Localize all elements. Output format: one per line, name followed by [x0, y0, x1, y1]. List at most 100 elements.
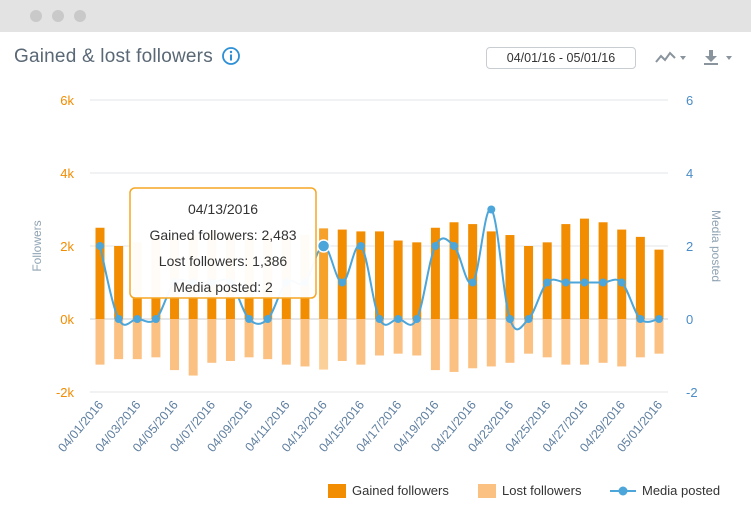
- lost-bar: [114, 319, 124, 360]
- media-posted-point: [114, 315, 123, 323]
- lost-bar: [375, 319, 384, 356]
- lost-bar: [486, 319, 496, 367]
- lost-bar: [188, 319, 198, 376]
- date-range-picker[interactable]: 04/01/16 - 05/01/16: [486, 47, 636, 69]
- followers-chart: -2k -2 0k 0 2k 2 4k 4 6k 6 Followers Media posted 04…: [30, 93, 723, 455]
- right-tick-label: 4: [686, 166, 693, 181]
- gained-bar: [579, 218, 589, 319]
- legend-media-swatch: [610, 486, 636, 496]
- lost-bar: [654, 319, 664, 354]
- gained-bar: [524, 246, 534, 319]
- lost-bar: [151, 319, 161, 358]
- tooltip-media: Media posted: 2: [173, 279, 273, 295]
- chart-tooltip: 04/13/2016 Gained followers: 2,483 Lost fo…: [129, 187, 317, 299]
- media-posted-point: [655, 315, 663, 323]
- gained-bar: [598, 222, 608, 319]
- left-tick-label: 6k: [60, 93, 74, 108]
- media-posted-point: [316, 239, 331, 253]
- lost-bar: [598, 319, 608, 363]
- window-minimize-dot[interactable]: [52, 10, 64, 22]
- left-tick-label: -2k: [56, 385, 75, 400]
- gained-bar: [561, 224, 571, 319]
- window-maximize-dot[interactable]: [74, 10, 86, 22]
- gained-bar: [449, 222, 459, 319]
- tooltip-gained: Gained followers: 2,483: [149, 227, 296, 243]
- media-posted-point: [580, 278, 589, 287]
- lost-bar: [225, 319, 235, 361]
- gained-bar: [635, 236, 645, 319]
- lost-bar: [95, 319, 105, 365]
- media-posted-point: [133, 315, 142, 323]
- media-posted-point: [356, 242, 365, 250]
- gained-bar: [337, 229, 347, 319]
- tooltip-box: [129, 187, 317, 299]
- gained-bar: [393, 240, 403, 319]
- right-axis-label: Media posted: [709, 210, 723, 282]
- left-tick-label: 0k: [60, 312, 74, 327]
- lost-bar: [524, 319, 534, 354]
- lost-bar: [337, 319, 347, 361]
- gained-bar: [505, 235, 515, 319]
- media-posted-point: [468, 278, 477, 287]
- right-tick-label: 2: [686, 239, 693, 254]
- lost-bar: [412, 319, 422, 356]
- lost-bar: [635, 319, 645, 358]
- media-posted-point: [375, 315, 384, 323]
- media-posted-point: [543, 278, 552, 287]
- lost-bar: [244, 319, 254, 358]
- lost-bar: [207, 319, 217, 363]
- gained-bar: [486, 231, 496, 319]
- gained-bar: [468, 224, 478, 319]
- legend-media-label: Media posted: [642, 483, 721, 498]
- gained-bar: [319, 228, 329, 319]
- left-tick-label: 2k: [60, 239, 74, 254]
- line-chart-icon[interactable]: [655, 50, 689, 66]
- left-tick-label: 4k: [60, 166, 74, 181]
- download-icon[interactable]: [702, 50, 736, 66]
- window-close-dot[interactable]: [30, 10, 42, 22]
- media-posted-point: [599, 278, 608, 287]
- tooltip-date: 04/13/2016: [188, 201, 258, 217]
- chart-header: Gained & lost followers 04/01/16 - 05/01…: [0, 32, 751, 82]
- legend-media[interactable]: Media posted: [610, 480, 720, 502]
- media-posted-point: [561, 278, 570, 287]
- media-posted-point: [450, 242, 459, 250]
- media-posted-point: [394, 315, 403, 323]
- chart-legend: Gained followers Lost followers Media po…: [0, 480, 751, 502]
- lost-bar: [561, 319, 571, 365]
- lost-bar: [430, 319, 440, 371]
- media-posted-point: [636, 315, 645, 323]
- left-axis-label: Followers: [30, 220, 44, 271]
- legend-lost-swatch: [478, 484, 496, 498]
- gained-bar: [430, 227, 440, 319]
- gained-bar: [617, 229, 627, 319]
- legend-lost[interactable]: Lost followers: [478, 480, 581, 502]
- legend-lost-label: Lost followers: [502, 483, 582, 498]
- chart-title: Gained & lost followers: [14, 46, 213, 67]
- gained-bar: [375, 231, 384, 319]
- media-posted-point: [431, 242, 440, 250]
- info-icon[interactable]: [221, 46, 241, 66]
- right-tick-label: 6: [686, 93, 693, 108]
- media-posted-point: [96, 242, 104, 250]
- media-posted-point: [151, 315, 160, 323]
- media-posted-point: [505, 315, 514, 323]
- media-posted-point: [263, 315, 272, 323]
- right-tick-label: -2: [686, 385, 698, 400]
- media-posted-point: [245, 315, 254, 323]
- legend-gained[interactable]: Gained followers: [328, 480, 449, 502]
- gained-bar: [654, 249, 664, 319]
- media-posted-point: [487, 205, 496, 214]
- lost-bar: [263, 319, 273, 360]
- lost-bar: [542, 319, 552, 358]
- lost-bar: [393, 319, 403, 354]
- media-posted-point: [524, 315, 533, 323]
- gained-bar: [412, 242, 422, 319]
- media-posted-point: [617, 278, 626, 287]
- lost-bar: [505, 319, 515, 363]
- lost-followers-bars: [95, 319, 664, 376]
- lost-bar: [300, 319, 310, 367]
- window-titlebar: [0, 0, 751, 32]
- lost-bar: [319, 319, 329, 370]
- tooltip-lost: Lost followers: 1,386: [159, 253, 288, 269]
